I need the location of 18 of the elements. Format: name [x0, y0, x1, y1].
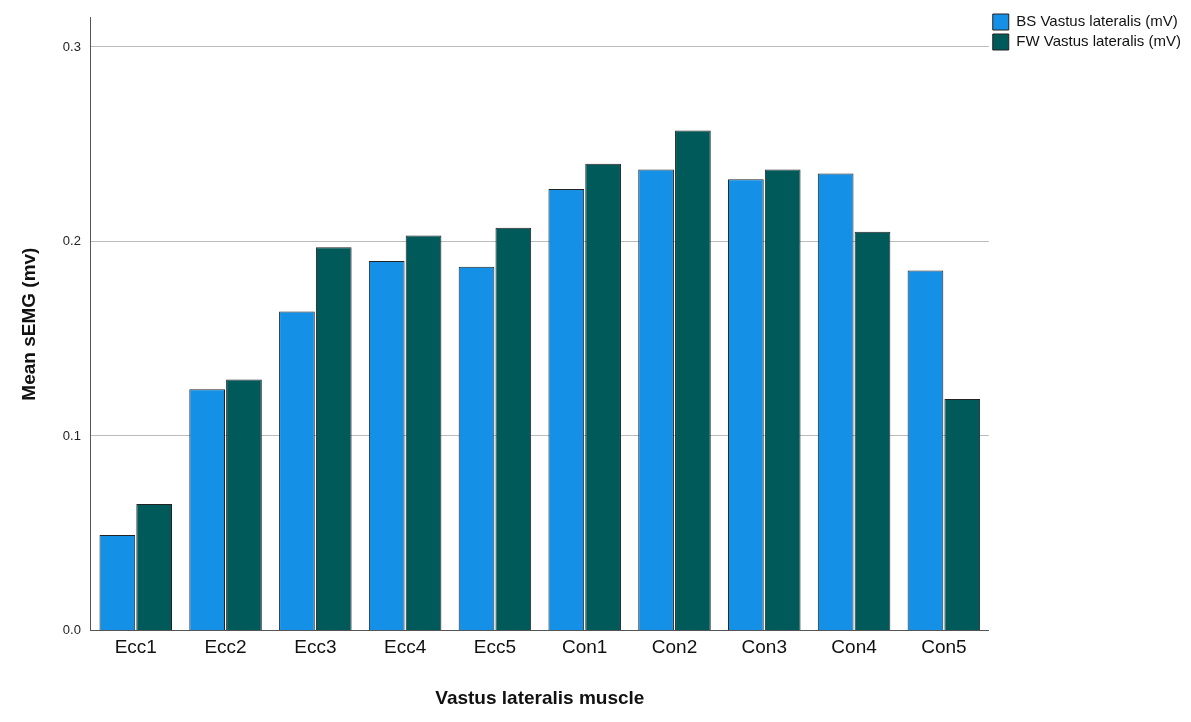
x-tick-label: Ecc5: [473, 636, 517, 658]
x-tick-label: Con1: [562, 636, 608, 658]
x-tick-label: Con3: [741, 636, 787, 658]
x-tick-label: Ecc1: [114, 636, 157, 658]
y-tick-label: 0.0: [62, 621, 81, 637]
y-tick-label: 0.2: [62, 233, 81, 249]
x-tick-label: Ecc4: [384, 636, 427, 658]
y-axis-title: Mean sEMG (mv): [17, 247, 39, 401]
y-tick-label: 0.1: [62, 427, 81, 443]
legend-label: BS Vastus lateralis (mV): [1016, 12, 1178, 30]
x-tick-label: Ecc3: [294, 636, 337, 658]
x-axis-title: Vastus lateralis muscle: [435, 686, 645, 708]
x-tick-label: Ecc2: [204, 636, 247, 658]
x-tick-label: Con4: [831, 636, 878, 658]
x-tick-label: Con5: [921, 636, 967, 658]
x-tick-label: Con2: [651, 636, 698, 658]
y-tick-label: 0.3: [62, 38, 81, 54]
legend-label: FW Vastus lateralis (mV): [1016, 32, 1182, 50]
